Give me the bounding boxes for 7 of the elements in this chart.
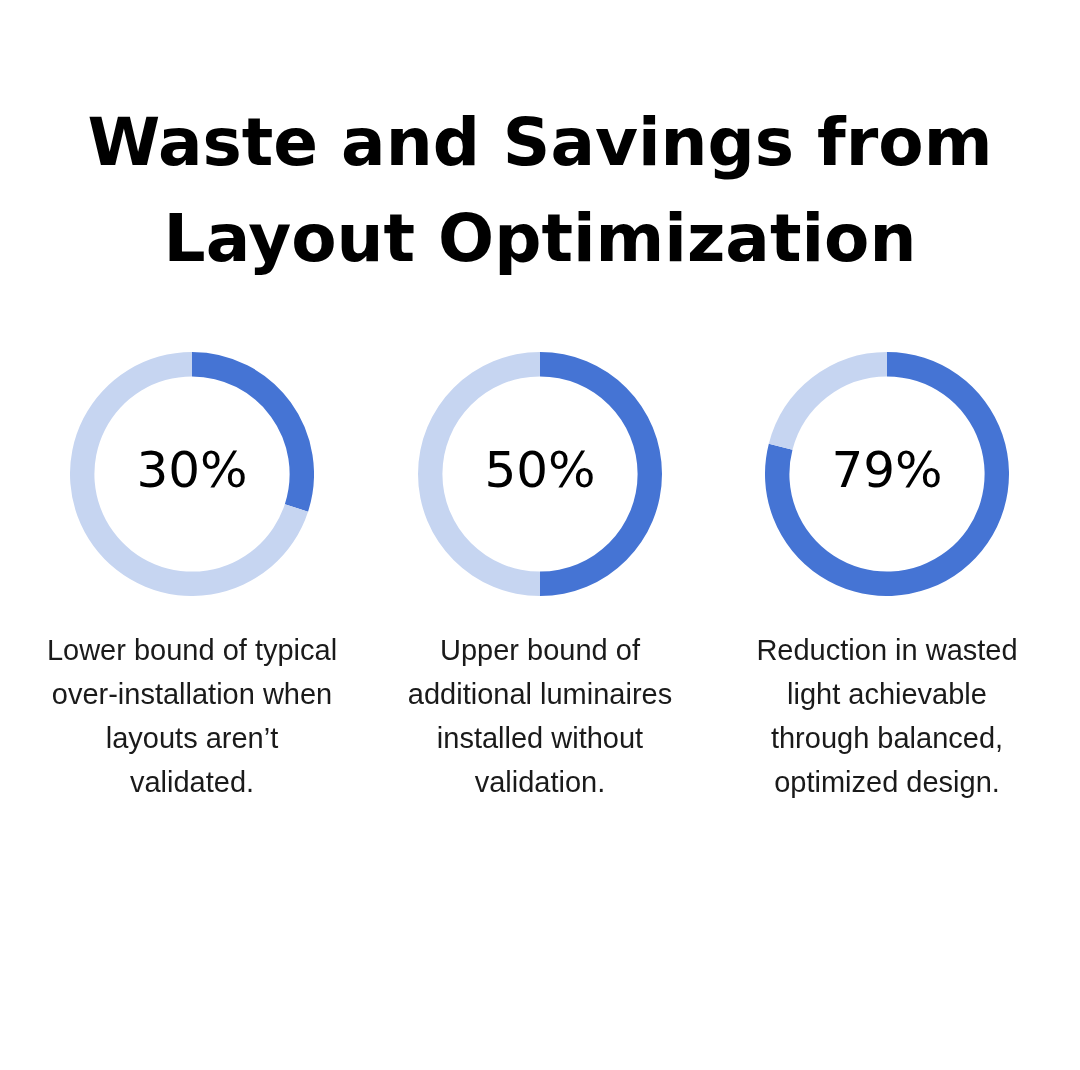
data-label: 30% — [136, 440, 248, 499]
text: Waste and Savings from Layout Optimization — [86, 103, 994, 279]
data-label: 50% — [484, 440, 596, 499]
text: Reduction in wasted light achievable through balanced, optimized design. — [755, 633, 1019, 800]
text: Lower bound of typical over-installation when layouts aren’t validated. — [45, 633, 339, 800]
text: Upper bound of additional luminaires installed without validation. — [406, 633, 674, 800]
data-label: 79% — [831, 440, 943, 499]
